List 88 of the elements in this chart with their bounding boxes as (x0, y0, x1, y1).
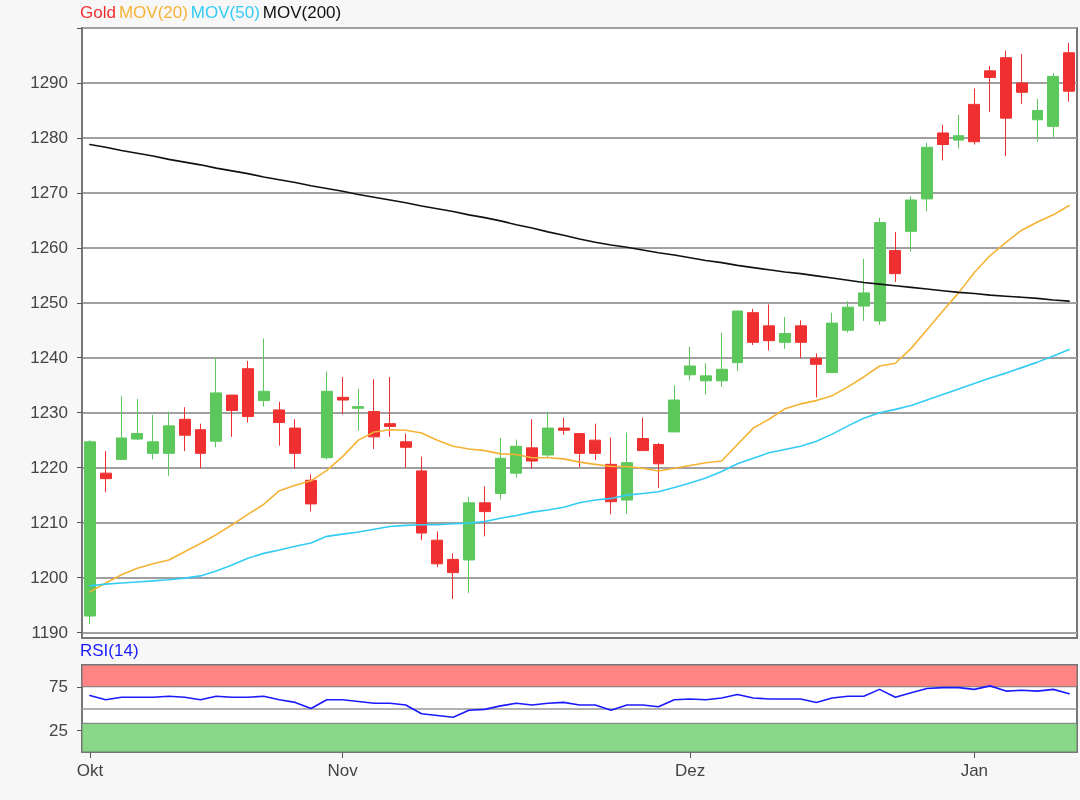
candlestick (1032, 98, 1043, 143)
candlestick (384, 376, 396, 438)
line-series (89, 348, 1070, 587)
candlestick (558, 417, 570, 436)
candlestick (1063, 42, 1075, 103)
line-series (89, 143, 1070, 302)
text: Gold (80, 3, 116, 22)
y-tick-label: 1260 (30, 238, 68, 258)
candlestick (668, 384, 680, 433)
candlestick (116, 395, 127, 460)
candlestick (321, 370, 333, 460)
candlestick (621, 431, 633, 515)
y-tick-label: 1190 (31, 623, 68, 642)
candlestick (858, 258, 870, 322)
line-series (89, 685, 1070, 718)
candlestick (921, 142, 933, 212)
x-tick-label: Jan (960, 761, 989, 780)
candlestick (179, 406, 191, 452)
line-series (89, 204, 1070, 593)
candlestick (447, 552, 459, 600)
y-tick-label: 75 (49, 677, 68, 697)
candlestick (273, 401, 285, 447)
candlestick (431, 530, 443, 568)
candlestick (258, 338, 270, 408)
text: MOV(50) (190, 3, 260, 22)
y-tick-label: 1290 (30, 73, 68, 93)
candlestick (874, 217, 886, 326)
candlestick (700, 362, 712, 396)
candlestick (889, 231, 901, 283)
y-tick-label: 1230 (30, 403, 68, 423)
candlestick (84, 439, 96, 625)
candlestick (810, 352, 822, 398)
candlestick (337, 376, 349, 415)
candlestick (510, 439, 522, 479)
candlestick (1000, 50, 1012, 157)
y-tick-label: 1270 (30, 183, 68, 203)
y-tick-label: 1250 (30, 293, 68, 313)
candlestick (352, 388, 364, 432)
candlestick (1047, 72, 1059, 138)
candlestick (400, 433, 412, 469)
candlestick (368, 378, 380, 450)
text: MOV(20) (118, 3, 188, 22)
candlestick (953, 114, 964, 149)
candlestick (605, 436, 617, 515)
candlestick (131, 398, 143, 441)
candlestick (716, 332, 728, 388)
candlestick (842, 300, 854, 333)
candlestick (542, 411, 554, 458)
candlestick (763, 303, 775, 352)
candlestick (795, 319, 807, 359)
y-tick-label: 25 (49, 720, 68, 740)
candlestick (905, 195, 917, 253)
candlestick (779, 316, 791, 350)
candlestick (589, 423, 601, 461)
candlestick (968, 87, 980, 145)
candlestick (684, 346, 696, 381)
y-tick-label: 1240 (30, 348, 68, 368)
x-tick-label: Nov (327, 761, 359, 780)
candlestick (495, 437, 506, 501)
text: RSI(14) (80, 641, 139, 660)
candlestick (574, 433, 585, 468)
candlestick (732, 310, 743, 372)
candlestick (163, 411, 175, 477)
y-tick-label: 1220 (30, 458, 68, 478)
candlestick (479, 485, 491, 537)
candlestick (463, 496, 475, 594)
candlestick (226, 394, 238, 438)
candlestick (242, 360, 254, 424)
candlestick (637, 417, 649, 452)
x-tick-label: Dez (674, 761, 706, 780)
candlestick (1016, 53, 1028, 105)
candlestick (210, 357, 222, 448)
candlestick (305, 473, 317, 513)
x-tick-label: Okt (76, 761, 104, 780)
candlestick (289, 418, 301, 470)
candlestick (653, 442, 664, 489)
candlestick (100, 450, 112, 493)
candlestick (416, 456, 427, 541)
candlestick (195, 423, 206, 469)
candlestick (147, 414, 159, 460)
y-tick-label: 1210 (30, 513, 68, 533)
y-tick-label: 1280 (30, 128, 68, 148)
candlestick (937, 124, 949, 161)
candlestick (984, 65, 996, 113)
candlestick (826, 312, 838, 374)
candlestick (747, 308, 759, 346)
text: MOV(200) (262, 3, 342, 22)
y-tick-label: 1200 (30, 568, 68, 588)
